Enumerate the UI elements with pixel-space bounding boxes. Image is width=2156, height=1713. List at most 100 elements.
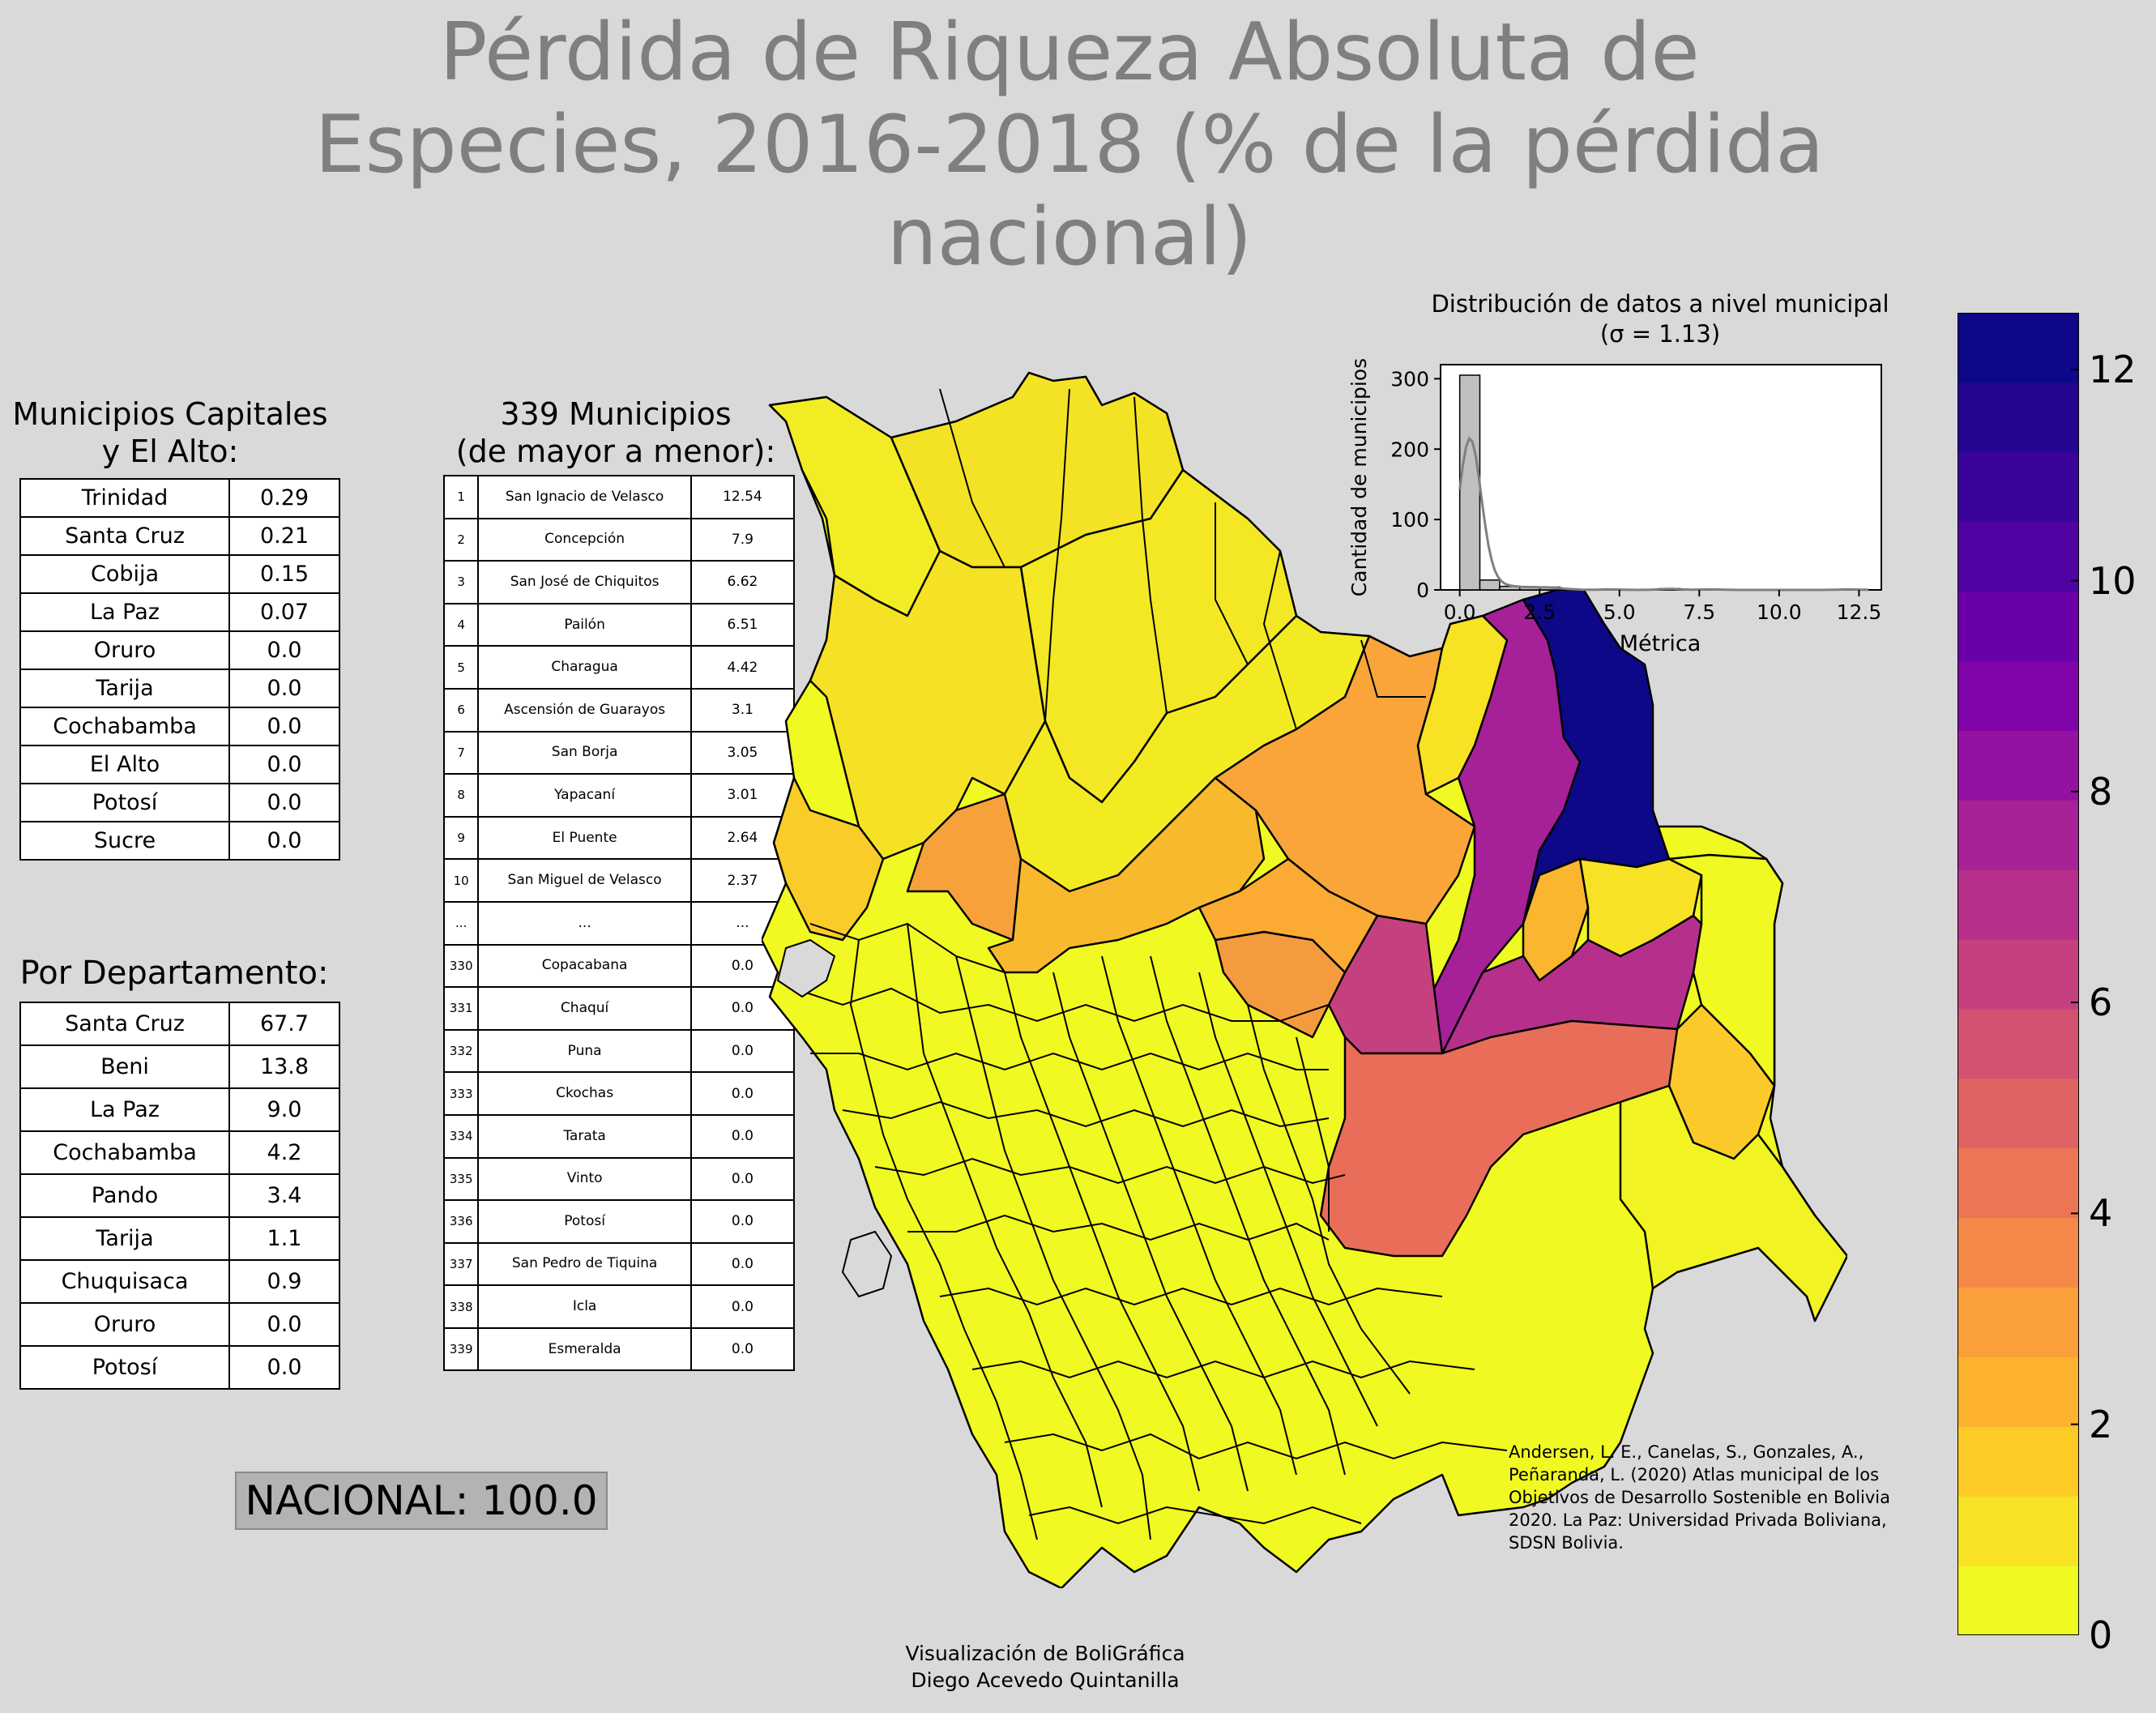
- row-name: El Alto: [19, 745, 230, 784]
- map-region-pando: [768, 395, 941, 617]
- row-name: Chuquisaca: [19, 1259, 230, 1304]
- histogram-kde-line: [1458, 436, 1869, 592]
- municipality-value: 0.0: [689, 1071, 796, 1116]
- municipality-value: 3.01: [689, 773, 796, 818]
- municipality-name: ...: [477, 900, 692, 946]
- row-value: 0.9: [228, 1259, 340, 1304]
- row-value: 0.0: [228, 821, 340, 861]
- row-value: 0.29: [228, 478, 340, 518]
- credit-line-2: Diego Acevedo Quintanilla: [911, 1668, 1180, 1692]
- colorbar: [1957, 313, 2079, 1635]
- table-row: 9 El Puente 2.64: [442, 815, 796, 861]
- municipality-name: Esmeralda: [477, 1326, 692, 1372]
- colorbar-band: [1957, 1566, 2079, 1635]
- colorbar-band: [1957, 1496, 2079, 1566]
- table-row: 335 Vinto 0.0: [442, 1156, 796, 1202]
- municipality-rank: 10: [442, 858, 480, 903]
- municipality-rank: 334: [442, 1113, 480, 1159]
- colorbar-band: [1957, 451, 2079, 523]
- table-row: 339 Esmeralda 0.0: [442, 1326, 796, 1372]
- municipality-value: 3.05: [689, 730, 796, 775]
- colorbar-band: [1957, 1356, 2079, 1427]
- departments-title: Por Departamento:: [19, 955, 329, 992]
- colorbar-band: [1957, 1147, 2079, 1219]
- colorbar-tick-label: 0: [2089, 1613, 2113, 1657]
- row-value: 3.4: [228, 1173, 340, 1218]
- municipality-name: Chaquí: [477, 986, 692, 1031]
- row-value: 0.0: [228, 707, 340, 746]
- table-row: Trinidad 0.29: [19, 478, 340, 518]
- table-row: 334 Tarata 0.0: [442, 1113, 796, 1159]
- table-row: 1 San Ignacio de Velasco 12.54: [442, 475, 796, 519]
- colorbar-band: [1957, 382, 2079, 453]
- table-row: 8 Yapacaní 3.01: [442, 773, 796, 818]
- row-value: 0.0: [228, 1302, 340, 1347]
- municipality-value: 0.0: [689, 1326, 796, 1372]
- colorbar-tick-label: 10: [2089, 558, 2137, 603]
- colorbar-band: [1957, 521, 2079, 592]
- row-name: Cochabamba: [19, 707, 230, 746]
- row-value: 1.1: [228, 1216, 340, 1261]
- histogram-x-axis-label: Métrica: [1620, 631, 1701, 656]
- colorbar-tick-label: 8: [2089, 769, 2113, 814]
- colorbar-band: [1957, 730, 2079, 801]
- histogram-x-tick-label: 5.0: [1603, 600, 1636, 624]
- table-row: 338 Icla 0.0: [442, 1284, 796, 1329]
- table-row: Santa Cruz 0.21: [19, 516, 340, 556]
- table-row: 330 Copacabana 0.0: [442, 943, 796, 989]
- row-value: 0.0: [228, 669, 340, 708]
- municipality-name: Puna: [477, 1028, 692, 1074]
- row-value: 0.0: [228, 745, 340, 784]
- municipality-rank: 339: [442, 1326, 480, 1372]
- row-name: Cochabamba: [19, 1130, 230, 1175]
- municipality-name: Copacabana: [477, 943, 692, 989]
- histogram-y-axis-label: Cantidad de municipios: [1347, 358, 1371, 596]
- table-row: .........: [442, 900, 796, 946]
- row-value: 67.7: [228, 1002, 340, 1046]
- municipalities-table: 1 San Ignacio de Velasco 12.54 2 Concepción 7…: [442, 475, 796, 1372]
- histogram-x-tick-label: 2.5: [1523, 600, 1556, 624]
- table-row: 3 San José de Chiquitos 6.62: [442, 560, 796, 604]
- municipality-rank: 2: [442, 517, 480, 562]
- municipality-name: Pailón: [477, 602, 692, 647]
- municipality-name: San Pedro de Tiquina: [477, 1241, 692, 1287]
- row-name: Santa Cruz: [19, 516, 230, 556]
- table-row: La Paz 0.07: [19, 592, 340, 632]
- municipalities-title-line1: 339 Municipios: [500, 396, 732, 432]
- table-row: Cobija 0.15: [19, 554, 340, 594]
- municipality-rank: 337: [442, 1241, 480, 1287]
- table-row: 333 Ckochas 0.0: [442, 1071, 796, 1116]
- colorbar-band: [1957, 800, 2079, 870]
- municipality-value: 0.0: [689, 1028, 796, 1074]
- histogram-bar: [1479, 579, 1501, 591]
- municipalities-title-line2: (de mayor a menor):: [455, 434, 776, 469]
- colorbar-tick-label: 2: [2089, 1402, 2113, 1446]
- row-name: La Paz: [19, 1087, 230, 1132]
- colorbar-tick-label: 12: [2089, 348, 2137, 392]
- municipality-name: Charagua: [477, 645, 692, 690]
- histogram-x-tick-label: 10.0: [1757, 600, 1802, 624]
- colorbar-band: [1957, 869, 2079, 940]
- table-row: El Alto 0.0: [19, 745, 340, 784]
- municipality-rank: 333: [442, 1071, 480, 1116]
- municipality-name: Concepción: [477, 517, 692, 562]
- histogram-x-tick-label: 0.0: [1444, 600, 1476, 624]
- table-row: Beni 13.8: [19, 1044, 340, 1089]
- row-value: 0.0: [228, 1345, 340, 1390]
- histogram-y-tick-label: 100: [1390, 508, 1429, 532]
- municipality-rank: 1: [442, 475, 480, 519]
- municipality-rank: 8: [442, 773, 480, 818]
- row-value: 13.8: [228, 1044, 340, 1089]
- capitals-title: Municipios Capitales y El Alto:: [8, 395, 332, 470]
- municipality-name: San Ignacio de Velasco: [477, 475, 692, 519]
- capitals-title-line2: y El Alto:: [101, 434, 239, 469]
- municipality-rank: 332: [442, 1028, 480, 1074]
- capitals-table: Trinidad 0.29 Santa Cruz 0.21 Cobija 0.15 La P…: [19, 478, 340, 861]
- table-row: 337 San Pedro de Tiquina 0.0: [442, 1241, 796, 1287]
- row-name: Oruro: [19, 630, 230, 670]
- municipality-name: El Puente: [477, 815, 692, 861]
- row-value: 9.0: [228, 1087, 340, 1132]
- colorbar-tick-label: 6: [2089, 980, 2113, 1025]
- municipality-rank: 331: [442, 986, 480, 1031]
- credit-text: Visualización de BoliGráfica Diego Aceve…: [851, 1640, 1240, 1694]
